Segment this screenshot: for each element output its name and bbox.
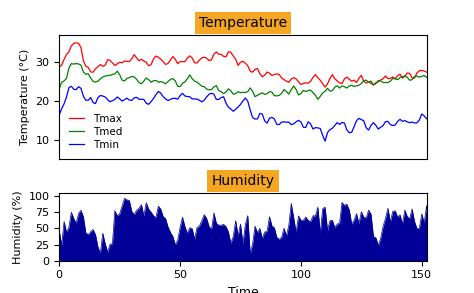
- Tmed: [237, 91, 243, 94]
- Y-axis label: Humidity (%): Humidity (%): [13, 190, 23, 264]
- Tmax: [73, 41, 79, 45]
- Line: Tmin: Tmin: [59, 86, 431, 141]
- Tmax: [421, 69, 427, 73]
- Tmax: [237, 60, 243, 64]
- Tmin: [428, 115, 434, 119]
- Tmin: [68, 84, 74, 88]
- Legend: Tmax, Tmed, Tmin: Tmax, Tmed, Tmin: [64, 110, 126, 154]
- Line: Tmed: Tmed: [59, 64, 431, 99]
- Tmin: [373, 124, 379, 127]
- Line: Tmax: Tmax: [59, 43, 431, 87]
- Tmax: [392, 77, 398, 81]
- X-axis label: Time: Time: [228, 286, 258, 293]
- Tmed: [397, 76, 403, 79]
- Tmin: [237, 103, 243, 106]
- Tmed: [428, 76, 434, 80]
- Tmin: [392, 123, 398, 127]
- Tmax: [322, 85, 328, 89]
- Tmax: [56, 65, 62, 69]
- Title: Humidity: Humidity: [211, 174, 274, 188]
- Tmax: [428, 67, 434, 71]
- Tmed: [315, 98, 321, 101]
- Y-axis label: Temperature (°C): Temperature (°C): [20, 49, 30, 145]
- Tmin: [322, 139, 328, 143]
- Title: Temperature: Temperature: [199, 16, 287, 30]
- Tmed: [392, 77, 398, 81]
- Tmax: [373, 81, 379, 85]
- Tmin: [318, 127, 323, 130]
- Tmed: [320, 91, 326, 95]
- Tmed: [373, 82, 379, 86]
- Tmax: [318, 79, 323, 82]
- Tmed: [421, 74, 427, 77]
- Tmin: [421, 114, 427, 118]
- Tmin: [56, 113, 62, 117]
- Tmin: [397, 117, 403, 121]
- Tmed: [73, 62, 79, 65]
- Tmed: [56, 87, 62, 91]
- Tmax: [397, 72, 403, 76]
